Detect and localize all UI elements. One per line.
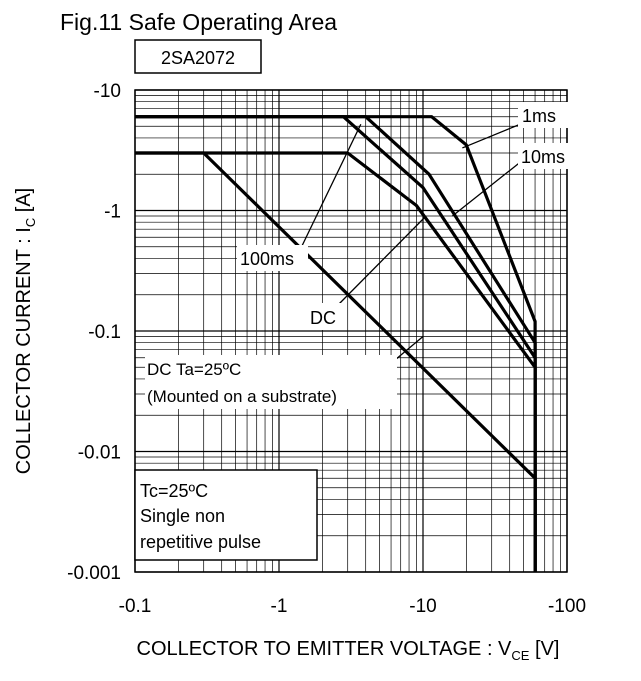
label-box-10ms [518,143,580,169]
condition-repetitive: repetitive pulse [140,532,261,552]
y-tick-label: -0.1 [88,322,121,343]
y-tick-label: -1 [104,202,121,223]
annotation-leader-line [451,159,524,217]
x-axis-label-sub: CE [511,648,529,663]
x-tick-label: -100 [548,596,586,617]
label-box-dc [307,303,343,330]
y-axis-label-sub: C [23,218,38,227]
annotation-leader-line [337,215,427,306]
y-axis-label: COLLECTOR CURRENT : IC [A] [13,188,38,475]
part-number-box [134,39,262,74]
series-group [135,115,537,572]
y-tick-label: -10 [94,81,121,102]
x-tick-labels: -0.1 -1 -10 -100 [119,596,586,617]
label-box-100ms [237,245,308,271]
annotation-leader-line [462,120,529,149]
y-tick-label: -0.001 [67,563,121,584]
label-dc-ta: DC Ta=25ºC [147,360,241,379]
label-100ms: 100ms [240,249,294,269]
conditions-box [134,469,318,561]
y-tick-label: -0.01 [78,443,121,464]
series-line-dc [135,151,537,572]
x-tick-label: -1 [271,596,288,617]
label-10ms: 10ms [521,147,565,167]
y-axis-label-main: COLLECTOR CURRENT : I [13,227,35,474]
x-axis-label: COLLECTOR TO EMITTER VOLTAGE : VCE [V] [137,638,560,663]
label-box-1ms [518,102,570,128]
label-box-dc-ta [145,355,397,409]
annotation-leader-line [299,123,362,251]
plot-frame [134,89,568,573]
x-tick-label: -0.1 [119,596,152,617]
label-1ms: 1ms [522,106,556,126]
chart-title: Fig.11 Safe Operating Area [60,9,337,35]
annotation-leader-line [394,336,424,361]
y-tick-labels: -10 -1 -0.1 -0.01 -0.001 [67,81,121,584]
x-axis-label-unit: [V] [529,638,559,660]
y-axis-label-unit: [A] [13,188,35,218]
condition-single: Single non [140,506,225,526]
x-axis-label-main: COLLECTOR TO EMITTER VOLTAGE : V [137,638,513,660]
part-number: 2SA2072 [161,48,235,68]
series-line-dc-ta-25-c-mounted-on-a-substrate- [135,151,537,572]
condition-temp: Tc=25ºC [140,481,208,501]
label-dc: DC [310,308,336,328]
label-mounted: (Mounted on a substrate) [147,387,337,406]
x-tick-label: -10 [409,596,436,617]
